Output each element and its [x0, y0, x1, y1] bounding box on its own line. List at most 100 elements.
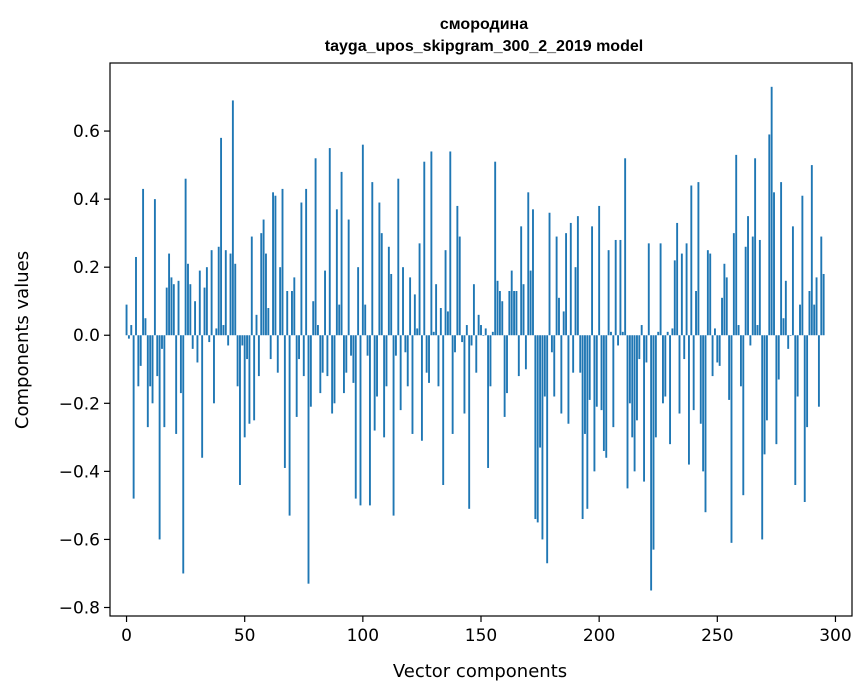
bar-217	[638, 335, 641, 360]
bar-162	[508, 291, 511, 336]
bar-291	[813, 304, 816, 336]
bar-123	[416, 328, 419, 336]
bar-121	[411, 335, 414, 434]
y-tick-label: −0.2	[59, 394, 100, 414]
chart-title: смородина	[440, 16, 528, 33]
bar-62	[272, 192, 274, 336]
bar-102	[366, 335, 369, 356]
bar-178	[546, 335, 549, 564]
bar-94	[347, 219, 350, 336]
bar-108	[380, 233, 383, 336]
bar-30	[196, 335, 199, 363]
bar-124	[418, 243, 421, 336]
bar-67	[283, 335, 286, 468]
bar-42	[224, 250, 227, 336]
bar-71	[293, 277, 296, 336]
bar-26	[187, 263, 189, 336]
bar-44	[229, 253, 232, 336]
bar-89	[335, 209, 338, 336]
bar-287	[803, 335, 806, 502]
bar-113	[392, 335, 395, 516]
bar-182	[555, 236, 558, 336]
bar-292	[815, 277, 818, 336]
bar-200	[598, 205, 601, 336]
bar-0	[125, 304, 128, 336]
bar-105	[373, 335, 376, 431]
bar-12	[153, 199, 156, 336]
bar-46	[234, 263, 237, 336]
bar-59	[265, 253, 267, 336]
bar-157	[496, 280, 499, 336]
bar-118	[404, 335, 407, 353]
bar-239	[690, 185, 693, 336]
bar-134	[442, 335, 445, 485]
bar-184	[560, 335, 563, 414]
bar-262	[744, 246, 747, 336]
bar-256	[730, 335, 733, 543]
bar-164	[513, 291, 516, 336]
bar-137	[449, 151, 452, 336]
bar-5	[137, 335, 140, 387]
y-axis: −0.8 −0.6 −0.4 −0.2 0.0 0.2 0.4 0.6	[59, 122, 110, 618]
bar-294	[820, 236, 823, 336]
bar-227	[662, 335, 664, 404]
bar-279	[784, 280, 787, 336]
bar-168	[522, 284, 525, 336]
bar-97	[354, 335, 357, 499]
bar-68	[286, 291, 289, 336]
bar-133	[439, 308, 442, 336]
bar-269	[761, 335, 764, 540]
bar-127	[425, 335, 428, 373]
bar-79	[312, 301, 315, 336]
bar-101	[364, 304, 367, 336]
bar-146	[470, 335, 473, 346]
bar-219	[643, 335, 645, 482]
bar-87	[331, 335, 334, 414]
bar-69	[288, 335, 291, 516]
bar-149	[477, 314, 480, 336]
bar-70	[291, 291, 293, 336]
bar-18	[168, 253, 171, 336]
bar-99	[359, 335, 362, 506]
bar-38	[215, 328, 218, 336]
bar-260	[739, 335, 742, 387]
y-tick-label: 0.0	[73, 326, 100, 346]
bar-281	[789, 335, 792, 336]
bar-series	[125, 86, 825, 591]
bar-57	[260, 233, 263, 336]
bar-240	[692, 335, 695, 411]
bar-257	[732, 233, 735, 336]
bar-7	[142, 188, 145, 336]
bar-266	[754, 158, 757, 336]
bar-188	[569, 222, 572, 336]
bar-267	[756, 325, 759, 336]
bar-197	[591, 226, 594, 336]
bar-201	[600, 335, 603, 411]
bar-9	[146, 335, 149, 428]
bar-232	[673, 260, 676, 336]
bar-158	[498, 291, 501, 336]
bar-58	[262, 219, 265, 336]
bar-283	[794, 335, 797, 485]
bar-120	[409, 277, 412, 336]
bar-117	[402, 267, 404, 336]
bar-187	[567, 335, 570, 424]
bar-173	[534, 335, 537, 520]
bar-214	[631, 335, 634, 438]
bar-264	[749, 335, 752, 346]
bar-174	[536, 335, 539, 523]
bar-17	[165, 287, 168, 336]
bar-21	[175, 335, 178, 434]
bar-95	[350, 335, 352, 356]
bar-212	[626, 335, 629, 489]
bar-139	[454, 335, 456, 353]
bar-136	[446, 311, 449, 336]
bar-208	[617, 335, 619, 346]
bar-111	[387, 246, 390, 336]
bar-220	[645, 335, 648, 363]
bar-280	[787, 335, 790, 349]
bar-246	[706, 250, 709, 336]
chart-subtitle: tayga_upos_skipgram_300_2_2019 model	[325, 38, 643, 55]
bar-14	[158, 335, 161, 540]
